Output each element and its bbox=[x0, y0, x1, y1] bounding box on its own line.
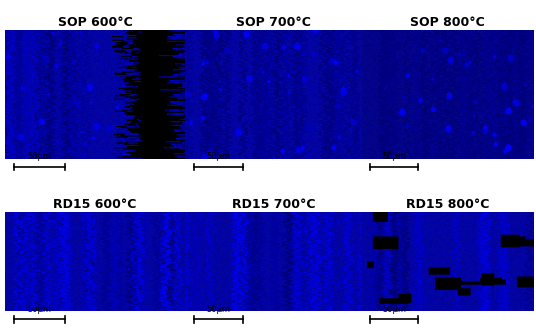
Title: SOP 600°C: SOP 600°C bbox=[58, 16, 132, 28]
Title: RD15 700°C: RD15 700°C bbox=[232, 198, 315, 211]
Text: 50μm: 50μm bbox=[206, 305, 230, 314]
Title: SOP 700°C: SOP 700°C bbox=[236, 16, 311, 28]
Title: SOP 800°C: SOP 800°C bbox=[410, 16, 485, 28]
Text: 50μm: 50μm bbox=[27, 152, 51, 162]
Title: RD15 600°C: RD15 600°C bbox=[54, 198, 137, 211]
Title: RD15 800°C: RD15 800°C bbox=[406, 198, 489, 211]
Text: 50μm: 50μm bbox=[382, 305, 406, 314]
Text: 50μm: 50μm bbox=[206, 152, 230, 162]
Text: 50μm: 50μm bbox=[27, 305, 51, 314]
Text: 50μm: 50μm bbox=[382, 152, 406, 162]
